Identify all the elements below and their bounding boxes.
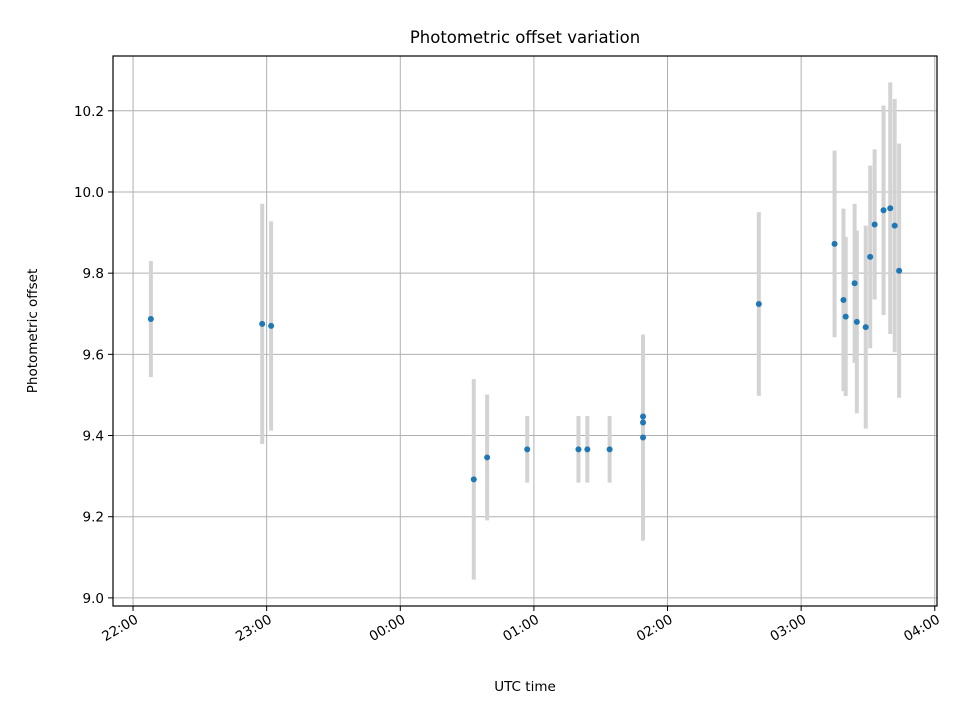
data-point bbox=[575, 446, 582, 453]
data-point bbox=[147, 316, 154, 323]
chart-title: Photometric offset variation bbox=[410, 28, 640, 47]
data-point bbox=[896, 267, 903, 274]
data-point bbox=[871, 221, 878, 228]
data-point bbox=[842, 313, 849, 320]
data-point bbox=[851, 280, 858, 287]
data-point bbox=[640, 413, 647, 420]
data-point bbox=[887, 205, 894, 212]
data-point bbox=[831, 240, 838, 247]
data-point bbox=[867, 253, 874, 260]
y-tick-label: 9.8 bbox=[83, 266, 104, 282]
data-point bbox=[755, 301, 762, 308]
grid bbox=[113, 56, 937, 606]
y-tick-label: 9.4 bbox=[83, 429, 104, 445]
data-point bbox=[640, 419, 647, 426]
x-axis-label: UTC time bbox=[494, 679, 556, 695]
data-point bbox=[891, 222, 898, 229]
y-tick-label: 9.6 bbox=[83, 347, 104, 363]
y-axis-label: Photometric offset bbox=[25, 269, 41, 393]
y-tick-label: 9.0 bbox=[83, 591, 104, 607]
y-axis-ticks: 9.0 9.2 9.4 9.6 9.8 10.0 10.2 bbox=[74, 104, 113, 607]
data-point bbox=[259, 320, 266, 327]
y-tick-label: 10.0 bbox=[74, 185, 104, 201]
data-point bbox=[484, 454, 491, 461]
data-point bbox=[853, 318, 860, 325]
y-tick-label: 9.2 bbox=[83, 510, 104, 526]
data-point bbox=[268, 322, 275, 329]
data-point bbox=[584, 446, 591, 453]
data-point bbox=[470, 476, 477, 483]
data-point bbox=[606, 446, 613, 453]
data-point bbox=[640, 434, 647, 441]
data-point bbox=[840, 296, 847, 303]
data-point bbox=[862, 324, 869, 331]
plot-frame bbox=[112, 55, 938, 607]
y-tick-label: 10.2 bbox=[74, 104, 104, 120]
data-points bbox=[147, 205, 903, 483]
data-point bbox=[880, 207, 887, 214]
data-point bbox=[524, 446, 531, 453]
